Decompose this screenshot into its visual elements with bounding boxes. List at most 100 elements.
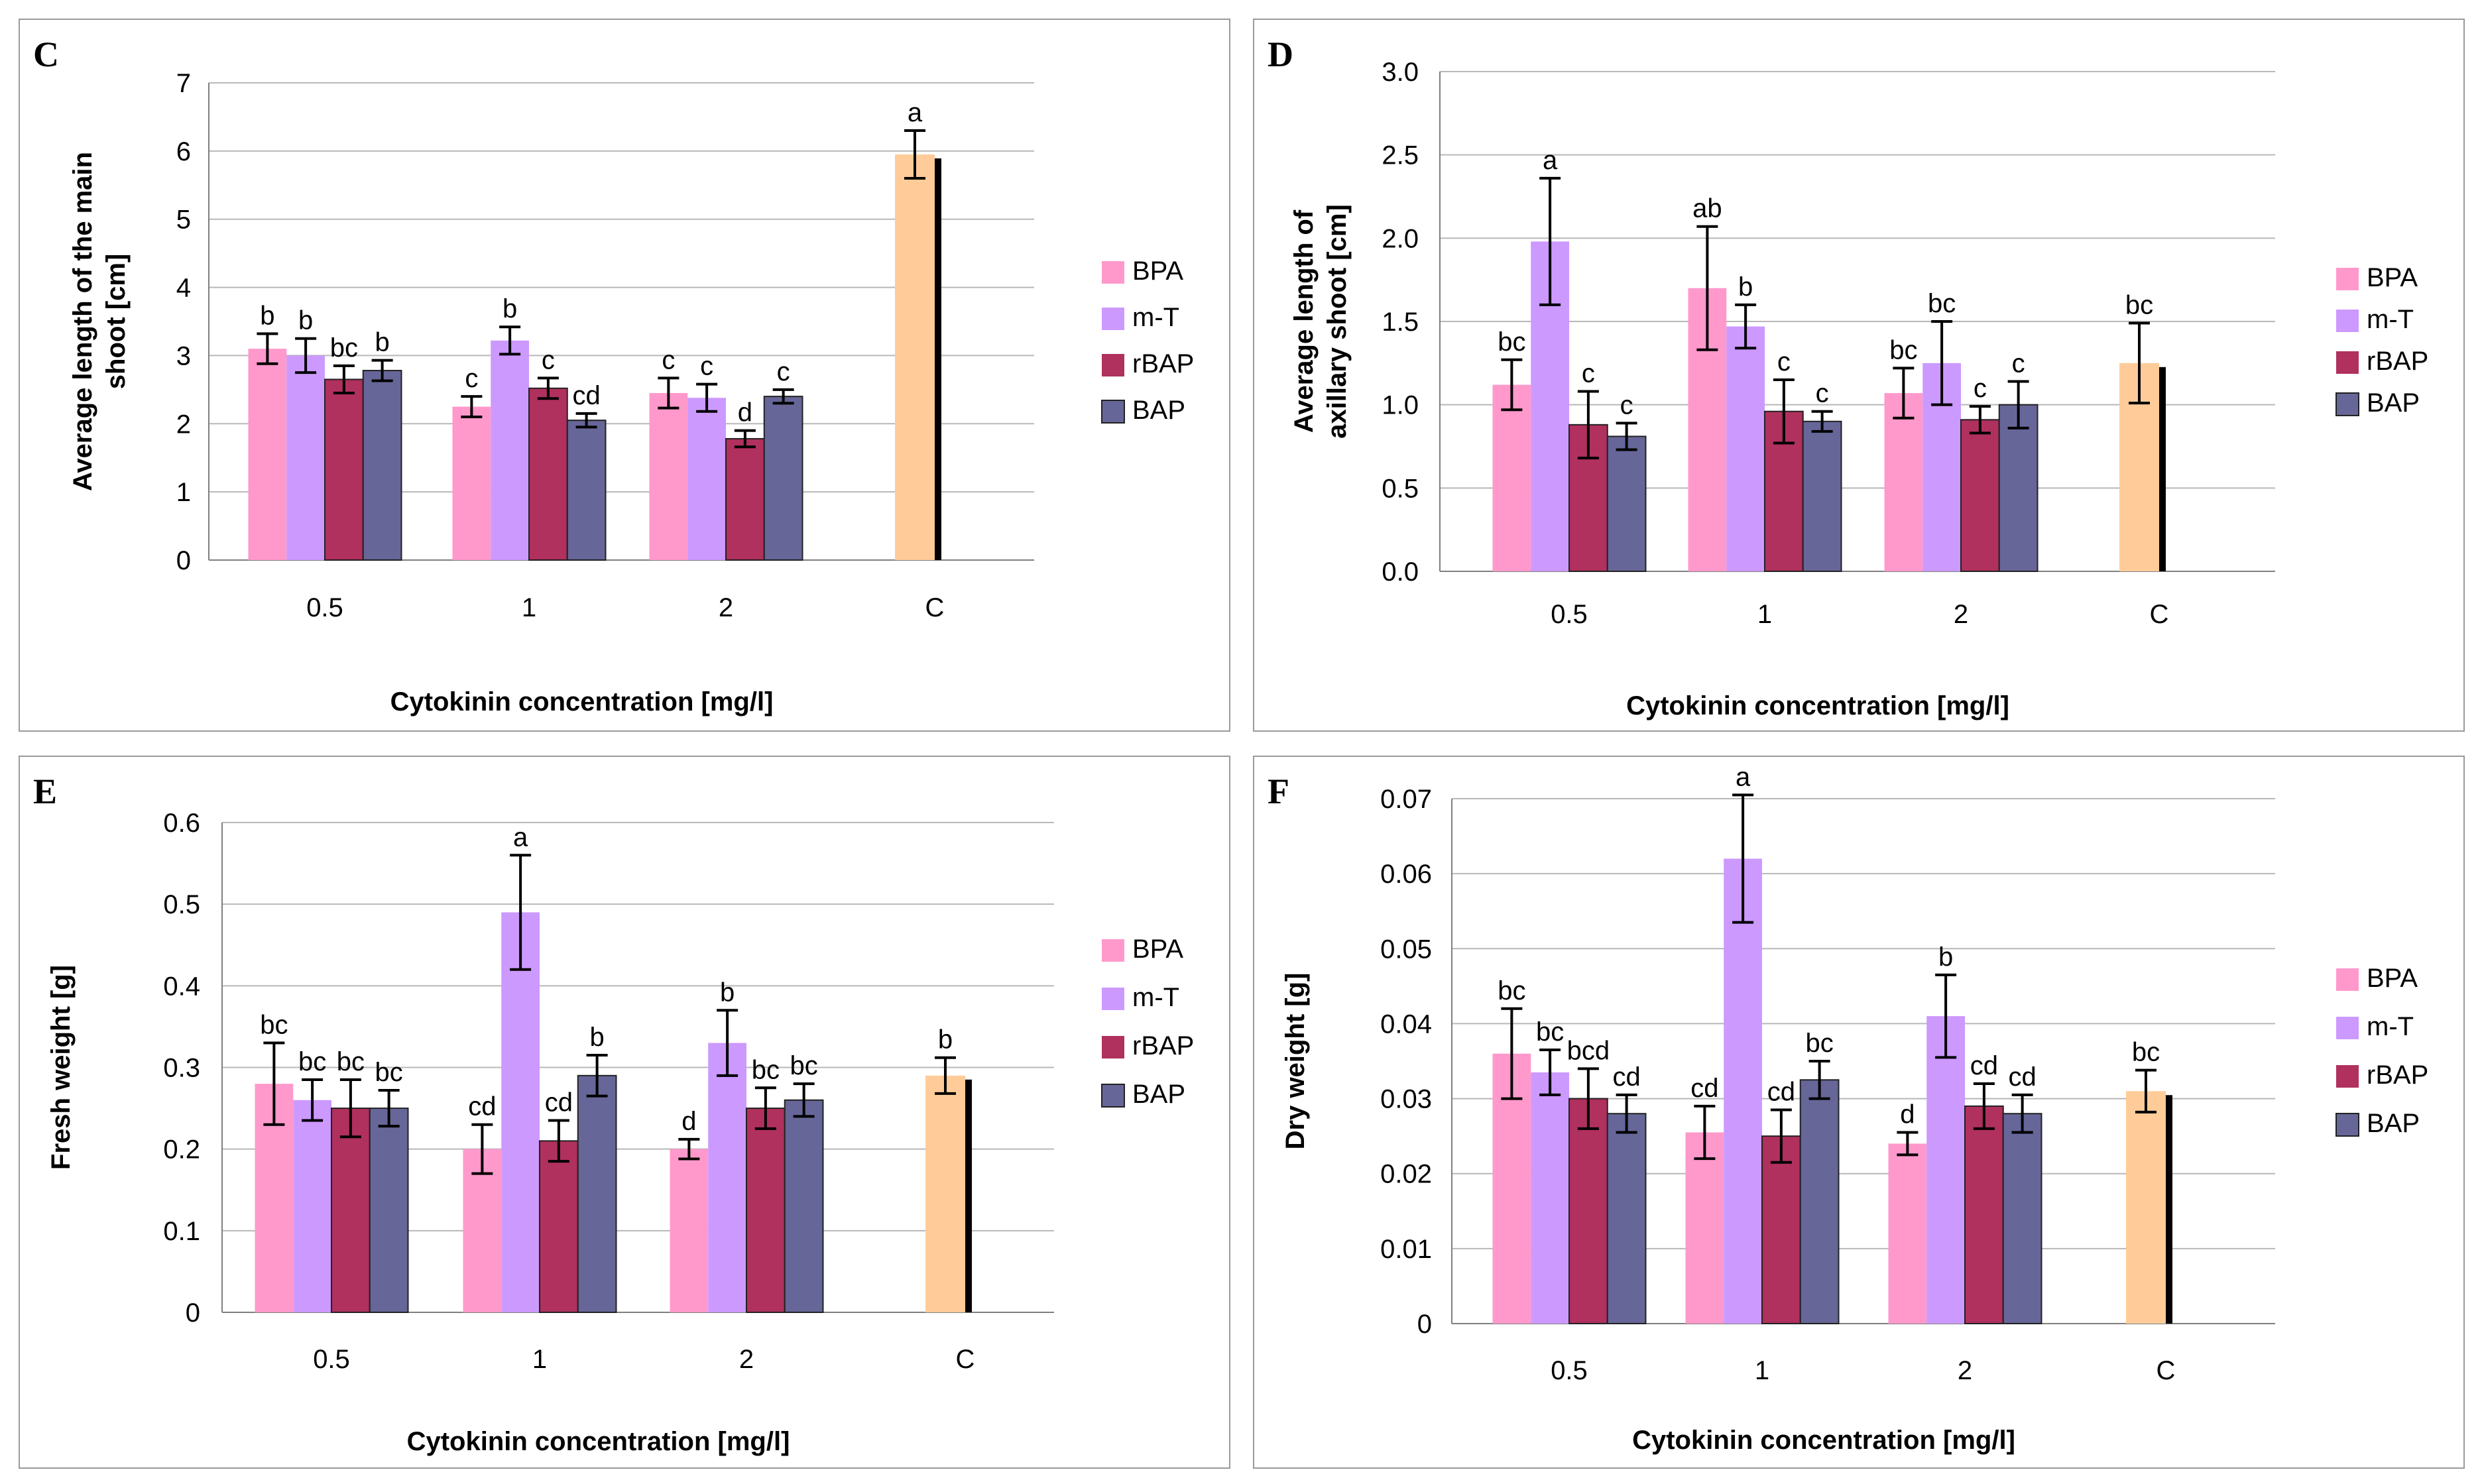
- x-axis-title: Cytokinin concentration [mg/l]: [1632, 1426, 2015, 1455]
- significance-label: cd: [2009, 1062, 2037, 1092]
- y-tick-label: 0.01: [1380, 1235, 1432, 1264]
- bar-0.5-m-T: [293, 1100, 331, 1312]
- y-tick-label: 0.02: [1380, 1160, 1432, 1189]
- legend-label-BAP: BAP: [1132, 1080, 1185, 1109]
- significance-label: a: [1736, 762, 1751, 791]
- significance-label: c: [542, 345, 555, 374]
- panel-letter: E: [33, 771, 57, 811]
- x-axis-title: Cytokinin concentration [mg/l]: [390, 687, 774, 716]
- significance-label: c: [662, 345, 675, 374]
- significance-label: bc: [375, 1058, 403, 1087]
- significance-label: a: [1543, 146, 1558, 175]
- bar-2-m-T: [708, 1043, 746, 1312]
- y-tick-label: 1: [176, 478, 191, 507]
- legend-swatch-BPA: [2336, 268, 2359, 290]
- bar-0.5-BAP: [362, 370, 402, 561]
- significance-label: bc: [337, 1047, 365, 1076]
- x-tick-label: 1: [1757, 600, 1772, 629]
- significance-label: cd: [468, 1092, 496, 1121]
- legend-label-rBAP: rBAP: [2367, 347, 2428, 376]
- significance-label: c: [1974, 374, 1987, 403]
- bar-0.5-BPA: [248, 349, 287, 560]
- bar-2-m-T: [687, 398, 726, 560]
- legend-swatch-m-T: [1102, 988, 1124, 1010]
- panel-f: F 0 0.01 0.02 0.03 0.04 0.05 0.06 0.07 bc bc bcd cd c…: [1253, 756, 2465, 1469]
- significance-label: cd: [1970, 1051, 1998, 1080]
- bar-1-m-T: [1726, 326, 1765, 571]
- x-tick-label: C: [925, 593, 945, 622]
- significance-label: bc: [1806, 1029, 1834, 1058]
- y-axis-title: Fresh weight [g]: [46, 965, 76, 1170]
- significance-label: b: [938, 1025, 953, 1055]
- y-tick-label: 7: [176, 69, 191, 98]
- legend-label-BPA: BPA: [1132, 935, 1183, 964]
- bar-shadow: [2166, 1095, 2172, 1324]
- significance-label: bc: [752, 1055, 780, 1084]
- significance-label: b: [260, 302, 274, 331]
- y-tick-label: 0.5: [163, 890, 200, 919]
- panel-e: E 0 0.1 0.2 0.3 0.4 0.5 0.6 bc bc bc bc cd a cd b d b bc bc…: [19, 756, 1230, 1469]
- significance-label: a: [513, 823, 528, 852]
- y-tick-label: 3: [176, 341, 191, 371]
- significance-label: cd: [573, 381, 601, 410]
- legend-label-BAP: BAP: [2367, 1109, 2420, 1138]
- significance-label: d: [738, 398, 752, 428]
- significance-label: b: [590, 1023, 605, 1052]
- y-tick-label: 0.03: [1380, 1085, 1432, 1114]
- significance-label: b: [1738, 272, 1753, 302]
- chart-d: D0.00.51.01.52.02.53.0bcaccabbccbcbcccbc…: [1268, 34, 2428, 720]
- significance-label: a: [908, 98, 923, 127]
- y-axis-title-line: Dry weight [g]: [1281, 973, 1310, 1150]
- y-tick-label: 3.0: [1382, 58, 1419, 87]
- y-tick-label: 4: [176, 274, 191, 303]
- significance-label: b: [298, 306, 313, 335]
- significance-label: bc: [1498, 976, 1525, 1005]
- bar-1-BPA: [463, 1149, 502, 1312]
- significance-label: cd: [1690, 1074, 1718, 1103]
- legend-swatch-rBAP: [1102, 1036, 1124, 1058]
- legend-label-BPA: BPA: [1132, 257, 1183, 286]
- y-tick-label: 1.0: [1382, 391, 1419, 420]
- x-tick-label: 0.5: [1551, 600, 1588, 629]
- y-tick-label: 0: [1417, 1310, 1432, 1339]
- legend-swatch-BPA: [1102, 939, 1124, 962]
- bar-2-BAP: [784, 1099, 824, 1313]
- significance-label: bc: [260, 1011, 288, 1040]
- x-tick-label: 1: [532, 1345, 547, 1374]
- legend-label-BPA: BPA: [2367, 263, 2418, 292]
- bar-2-rBAP: [746, 1108, 786, 1313]
- legend-label-BPA: BPA: [2367, 964, 2418, 993]
- significance-label: bc: [1889, 335, 1917, 365]
- bar-C-C: [2126, 1091, 2166, 1324]
- significance-label: b: [502, 294, 517, 323]
- legend-swatch-BAP: [1101, 400, 1125, 424]
- bar-2-BAP: [1998, 404, 2039, 573]
- legend-swatch-m-T: [1102, 308, 1124, 330]
- x-tick-label: 2: [1958, 1356, 1972, 1385]
- significance-label: d: [681, 1107, 696, 1136]
- bar-1-BAP: [577, 1074, 617, 1313]
- y-tick-label: 1.5: [1382, 308, 1419, 337]
- panel-letter: C: [33, 34, 59, 74]
- bar-C-C: [895, 154, 935, 560]
- bar-1-m-T: [501, 912, 540, 1312]
- legend-swatch-BAP: [1101, 1084, 1125, 1108]
- panel-c: C 0 1 2 3 4 5 6 7 b b bc b c b c cd c c d c a 0.5 1 2 C Cytokinin …: [19, 19, 1230, 732]
- panel-d: D 0.0 0.5 1.0 1.5 2.0 2.5 3.0 bc a c c ab b c c bc bc c c bc…: [1253, 19, 2465, 732]
- y-tick-label: 0.0: [1382, 557, 1419, 587]
- significance-label: bc: [2125, 291, 2153, 320]
- y-tick-label: 0.3: [163, 1054, 200, 1083]
- significance-label: cd: [1767, 1078, 1795, 1107]
- legend-swatch-m-T: [2336, 1017, 2359, 1039]
- y-tick-label: 5: [176, 205, 191, 235]
- legend-label-rBAP: rBAP: [1132, 349, 1194, 378]
- significance-label: c: [1620, 390, 1633, 420]
- significance-label: cd: [545, 1088, 573, 1117]
- significance-label: b: [375, 328, 390, 357]
- y-axis-title-line: Fresh weight [g]: [46, 965, 76, 1170]
- significance-label: bc: [1536, 1017, 1564, 1047]
- significance-label: cd: [1613, 1062, 1641, 1092]
- legend-label-BAP: BAP: [2367, 388, 2420, 418]
- significance-label: bcd: [1567, 1036, 1610, 1065]
